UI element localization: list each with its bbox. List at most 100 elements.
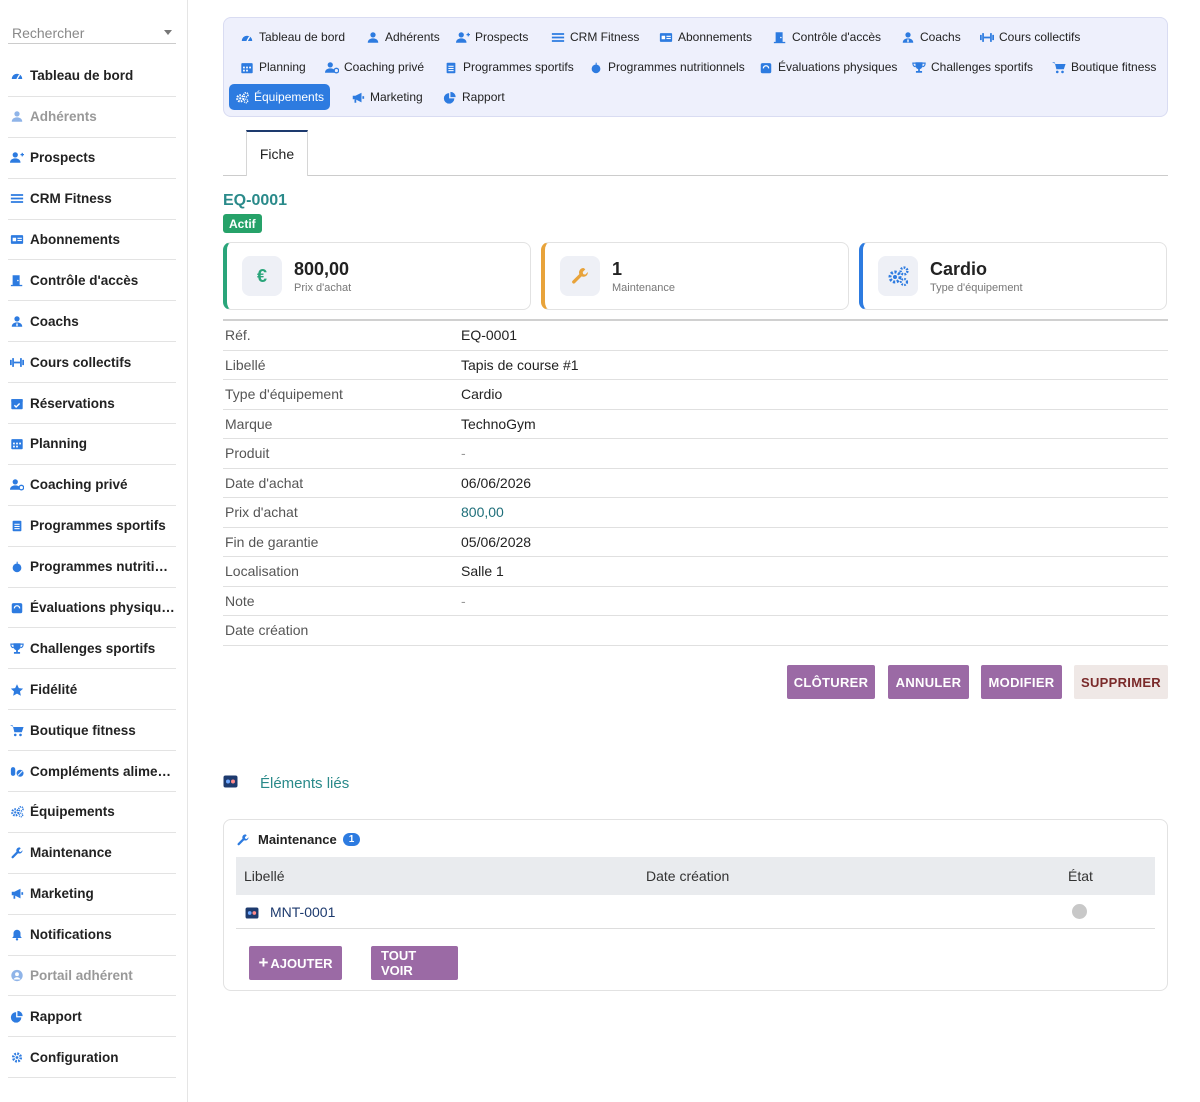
apple-icon [8, 560, 26, 574]
module-nav-item[interactable]: Marketing [345, 84, 429, 110]
module-nav-item[interactable]: CRM Fitness [545, 24, 645, 50]
details-table: Réf. EQ-0001 Libellé Tapis de course #1 Type… [223, 319, 1168, 646]
sidebar-item[interactable]: Configuration [8, 1037, 176, 1079]
module-nav-item[interactable]: Planning [234, 54, 312, 80]
sidebar-item[interactable]: Coaching privé [8, 465, 176, 506]
sidebar-item[interactable]: Équipements [8, 792, 176, 833]
module-nav-item[interactable]: Coaching privé [319, 54, 430, 80]
stat-value: 800,00 [294, 259, 350, 279]
euro-icon: € [242, 256, 282, 296]
edit-button[interactable]: MODIFIER [981, 665, 1062, 699]
sidebar-item[interactable]: Portail adhérent [8, 956, 176, 997]
column-header-label[interactable]: Libellé [244, 868, 285, 884]
wrench-icon [8, 846, 26, 860]
stat-value: 1 [612, 259, 623, 279]
sidebar-item[interactable]: Évaluations physiques [8, 588, 176, 629]
sidebar-item[interactable]: CRM Fitness [8, 179, 176, 220]
sidebar: Rechercher Tableau de bord Adhérents Prosp… [0, 0, 188, 1102]
sidebar-item[interactable]: Prospects [8, 138, 176, 179]
view-all-button[interactable]: TOUT VOIR [371, 946, 458, 980]
maintenance-link[interactable]: MNT-0001 [270, 904, 336, 920]
user-tie-icon [901, 31, 915, 44]
close-button[interactable]: CLÔTURER [787, 665, 875, 699]
sidebar-item-label: Configuration [30, 1049, 119, 1065]
user-plus-icon [8, 151, 26, 165]
search-select[interactable]: Rechercher [8, 22, 176, 44]
module-nav-item[interactable]: Tableau de bord [234, 24, 351, 50]
status-badge: Actif [223, 214, 262, 233]
sidebar-item-label: Évaluations physiques [30, 600, 176, 616]
sidebar-item[interactable]: Planning [8, 424, 176, 465]
module-nav-item[interactable]: Coachs [895, 24, 967, 50]
sidebar-item[interactable]: Contrôle d'accès [8, 260, 176, 302]
module-nav-item[interactable]: Programmes sportifs [438, 54, 580, 80]
sidebar-item[interactable]: Maintenance [8, 833, 176, 874]
module-nav-item[interactable]: Cours collectifs [974, 24, 1086, 50]
sidebar-item[interactable]: Programmes nutritionnels [8, 547, 176, 588]
user-cog-icon [8, 478, 26, 492]
tab-bar: Fiche [223, 130, 1168, 176]
detail-value[interactable]: 800,00 [461, 504, 504, 521]
stat-card-purchase-price: € 800,00 Prix d'achat [223, 242, 531, 310]
sidebar-item[interactable]: Boutique fitness [8, 710, 176, 752]
sidebar-item[interactable]: Réservations [8, 383, 176, 425]
calendar-icon [240, 61, 254, 74]
table-row[interactable]: MNT-0001 [236, 895, 1155, 929]
sidebar-item-label: Réservations [30, 395, 115, 411]
sidebar-item[interactable]: Marketing [8, 874, 176, 915]
sidebar-item[interactable]: Programmes sportifs [8, 506, 176, 547]
sidebar-item-label: Programmes nutritionnels [30, 559, 176, 575]
sidebar-item-label: Cours collectifs [30, 354, 132, 370]
module-nav-item[interactable]: Adhérents [360, 24, 446, 50]
detail-row: Libellé Tapis de course #1 [223, 351, 1168, 380]
tab-fiche[interactable]: Fiche [246, 130, 308, 176]
maintenance-record-icon [245, 906, 259, 922]
sidebar-item[interactable]: Cours collectifs [8, 342, 176, 384]
detail-label: Prix d'achat [225, 504, 298, 521]
table-header: Libellé Date création État [236, 857, 1155, 895]
module-nav-label: Programmes sportifs [463, 60, 574, 74]
sidebar-item[interactable]: Notifications [8, 915, 176, 956]
module-nav-item[interactable]: Contrôle d'accès [767, 24, 887, 50]
module-nav-item[interactable]: Boutique fitness [1046, 54, 1162, 80]
linked-elements-title: Éléments liés [223, 775, 349, 792]
detail-label: Note [225, 592, 255, 609]
sidebar-item-label: Portail adhérent [30, 968, 133, 984]
module-nav-item[interactable]: Abonnements [653, 24, 758, 50]
sidebar-item[interactable]: Rapport [8, 996, 176, 1038]
module-nav-label: Programmes nutritionnels [608, 60, 745, 74]
cancel-button[interactable]: ANNULER [888, 665, 969, 699]
sidebar-item-label: Coachs [30, 313, 79, 329]
sidebar-item-label: Notifications [30, 927, 112, 943]
module-nav-item[interactable]: Rapport [437, 84, 511, 110]
sidebar-item[interactable]: Adhérents [8, 97, 176, 138]
module-nav-item[interactable]: Évaluations physiques [753, 54, 903, 80]
calendar-icon [8, 437, 26, 451]
sidebar-item[interactable]: Compléments alimentaires [8, 751, 176, 793]
sidebar-item[interactable]: Tableau de bord [8, 56, 176, 97]
sidebar-item-label: Coaching privé [30, 477, 128, 493]
count-badge: 1 [342, 833, 361, 846]
add-button[interactable]: + AJOUTER [249, 946, 342, 980]
module-nav-item[interactable]: Prospects [450, 24, 534, 50]
sidebar-item-label: Tableau de bord [30, 68, 134, 84]
module-nav-item[interactable]: Équipements [229, 84, 331, 110]
cart-icon [1052, 61, 1066, 74]
stat-card-maintenance[interactable]: 1 Maintenance [541, 242, 849, 310]
sidebar-item[interactable]: Abonnements [8, 220, 176, 261]
module-nav-item[interactable]: Programmes nutritionnels [583, 54, 751, 80]
user-plus-icon [456, 31, 470, 44]
id-card-icon [659, 31, 673, 44]
sidebar-item[interactable]: Fidélité [8, 669, 176, 711]
sidebar-item[interactable]: Challenges sportifs [8, 628, 176, 670]
module-nav-label: Évaluations physiques [778, 60, 898, 74]
delete-button[interactable]: SUPPRIMER [1074, 665, 1168, 699]
sidebar-item[interactable]: Coachs [8, 301, 176, 343]
module-nav-label: Cours collectifs [999, 30, 1081, 44]
column-header-created[interactable]: Date création [646, 868, 730, 884]
module-nav-item[interactable]: Challenges sportifs [906, 54, 1039, 80]
detail-value: Salle 1 [461, 563, 504, 580]
column-header-state[interactable]: État [1068, 868, 1093, 884]
linked-elements-label: Éléments liés [260, 775, 350, 792]
detail-row: Type d'équipement Cardio [223, 380, 1168, 410]
